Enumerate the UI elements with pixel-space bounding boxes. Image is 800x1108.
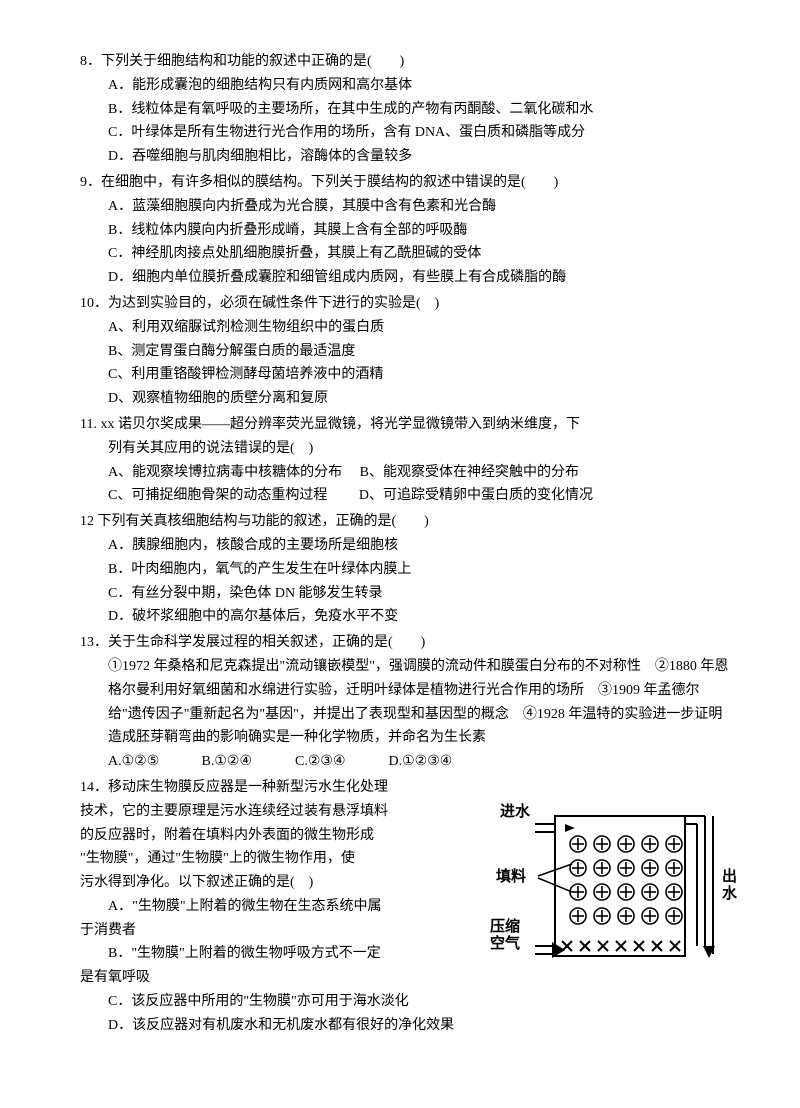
question-10: 10．为达到实验目的，必须在碱性条件下进行的实验是( ) A、利用双缩脲试剂检测… — [80, 292, 730, 411]
question-12: 12 下列有关真核细胞结构与功能的叙述，正确的是( ) A．胰腺细胞内，核酸合成… — [80, 510, 730, 629]
q10-option-d: D、观察植物细胞的质壁分离和复原 — [80, 387, 730, 411]
q10-option-c: C、利用重铬酸钾检测酵母菌培养液中的酒精 — [80, 363, 730, 387]
q14-option-c: C．该反应器中所用的"生物膜"亦可用于海水淡化 — [80, 990, 730, 1014]
q14-option-b1: B．"生物膜"上附着的微生物呼吸方式不一定 — [80, 942, 440, 966]
q8-option-a: A．能形成囊泡的细胞结构只有内质网和高尔基体 — [80, 74, 730, 98]
fig-label-out-1: 出 — [722, 867, 737, 885]
q14-s2: 技术，它的主要原理是污水连续经过装有悬浮填料 — [80, 800, 440, 824]
q13-options: A.①②⑤ B.①②④ C.②③④ D.①②③④ — [80, 750, 730, 774]
q9-option-c: C．神经肌肉接点处肌细胞膜折叠，其膜上有乙酰胆碱的受体 — [80, 242, 730, 266]
q9-option-d: D．细胞内单位膜折叠成囊腔和细管组成内质网，有些膜上有合成磷脂的酶 — [80, 266, 730, 290]
q8-option-c: C．叶绿体是所有生物进行光合作用的场所，含有 DNA、蛋白质和磷脂等成分 — [80, 121, 730, 145]
q9-stem: 9．在细胞中，有许多相似的膜结构。下列关于膜结构的叙述中错误的是( ) — [80, 171, 730, 195]
fig-label-fill: 填料 — [496, 867, 526, 885]
q12-option-b: B．叶肉细胞内，氧气的产生发生在叶绿体内膜上 — [80, 558, 730, 582]
q13-option-d: D.①②③④ — [389, 750, 453, 774]
fig-label-in: 进水 — [500, 802, 531, 820]
q11-option-c: C、可捕捉细胞骨架的动态重构过程 — [108, 488, 327, 503]
fig-label-air-2: 空气 — [490, 934, 520, 952]
reactor-svg: 进水 填料 压缩 空气 出 水 — [490, 796, 740, 976]
q13-option-c: C.②③④ — [295, 750, 385, 774]
q12-stem: 12 下列有关真核细胞结构与功能的叙述，正确的是( ) — [80, 510, 730, 534]
q14-option-a2: 于消费者 — [80, 919, 440, 943]
q12-option-c: C．有丝分裂中期，染色体 DN 能够发生转录 — [80, 582, 730, 606]
q10-option-a: A、利用双缩脲试剂检测生物组织中的蛋白质 — [80, 316, 730, 340]
q13-option-a: A.①②⑤ — [108, 750, 198, 774]
q11-option-d: D、可追踪受精卵中蛋白质的变化情况 — [359, 488, 593, 503]
q13-statements: ①1972 年桑格和尼克森提出"流动镶嵌模型"，强调膜的流动件和膜蛋白分布的不对… — [80, 655, 730, 750]
q14-s3: 的反应器时，附着在填料内外表面的微生物形成 — [80, 824, 440, 848]
q9-option-a: A．蓝藻细胞膜向内折叠成为光合膜，其膜中含有色素和光合酶 — [80, 195, 730, 219]
q13-stem: 13．关于生命科学发展过程的相关叙述，正确的是( ) — [80, 631, 730, 655]
q8-stem: 8．下列关于细胞结构和功能的叙述中正确的是( ) — [80, 50, 730, 74]
q11-stem-2: 列有关其应用的说法错误的是( ) — [80, 437, 730, 461]
q11-stem-1: 11. xx 诺贝尔奖成果——超分辨率荧光显微镜，将光学显微镜带入到纳米维度，下 — [80, 413, 730, 437]
q14-s4: "生物膜"，通过"生物膜"上的微生物作用，使 — [80, 847, 440, 871]
q11-option-a: A、能观察埃博拉病毒中核糖体的分布 — [108, 465, 342, 480]
q10-stem: 10．为达到实验目的，必须在碱性条件下进行的实验是( ) — [80, 292, 730, 316]
question-13: 13．关于生命科学发展过程的相关叙述，正确的是( ) ①1972 年桑格和尼克森… — [80, 631, 730, 774]
q14-option-a1: A．"生物膜"上附着的微生物在生态系统中属 — [80, 895, 440, 919]
q11-option-b: B、能观察受体在神经突触中的分布 — [360, 465, 579, 480]
q11-row2: C、可捕捉细胞骨架的动态重构过程 D、可追踪受精卵中蛋白质的变化情况 — [80, 484, 730, 508]
q14-option-d: D．该反应器对有机废水和无机废水都有很好的净化效果 — [80, 1014, 730, 1038]
q8-option-d: D．吞噬细胞与肌肉细胞相比，溶酶体的含量较多 — [80, 145, 730, 169]
q12-option-a: A．胰腺细胞内，核酸合成的主要场所是细胞核 — [80, 534, 730, 558]
q10-option-b: B、测定胃蛋白酶分解蛋白质的最适温度 — [80, 340, 730, 364]
fig-label-out-2: 水 — [722, 884, 738, 902]
q12-option-d: D．破坏浆细胞中的高尔基体后，免疫水平不变 — [80, 605, 730, 629]
q14-option-b2: 是有氧呼吸 — [80, 966, 440, 990]
question-14: 14．移动床生物膜反应器是一种新型污水生化处理 技术，它的主要原理是污水连续经过… — [80, 776, 730, 1038]
q14-s1: 14．移动床生物膜反应器是一种新型污水生化处理 — [80, 776, 440, 800]
reactor-figure: 进水 填料 压缩 空气 出 水 — [490, 796, 740, 976]
q14-s5: 污水得到净化。以下叙述正确的是( ) — [80, 871, 440, 895]
q11-row1: A、能观察埃博拉病毒中核糖体的分布 B、能观察受体在神经突触中的分布 — [80, 461, 730, 485]
question-8: 8．下列关于细胞结构和功能的叙述中正确的是( ) A．能形成囊泡的细胞结构只有内… — [80, 50, 730, 169]
question-9: 9．在细胞中，有许多相似的膜结构。下列关于膜结构的叙述中错误的是( ) A．蓝藻… — [80, 171, 730, 290]
question-11: 11. xx 诺贝尔奖成果——超分辨率荧光显微镜，将光学显微镜带入到纳米维度，下… — [80, 413, 730, 508]
q8-option-b: B．线粒体是有氧呼吸的主要场所，在其中生成的产物有丙酮酸、二氧化碳和水 — [80, 98, 730, 122]
fig-label-air-1: 压缩 — [490, 917, 520, 935]
q13-option-b: B.①②④ — [202, 750, 292, 774]
q14-text: 14．移动床生物膜反应器是一种新型污水生化处理 技术，它的主要原理是污水连续经过… — [80, 776, 440, 990]
q9-option-b: B．线粒体内膜向内折叠形成嵴，其膜上含有全部的呼吸酶 — [80, 219, 730, 243]
